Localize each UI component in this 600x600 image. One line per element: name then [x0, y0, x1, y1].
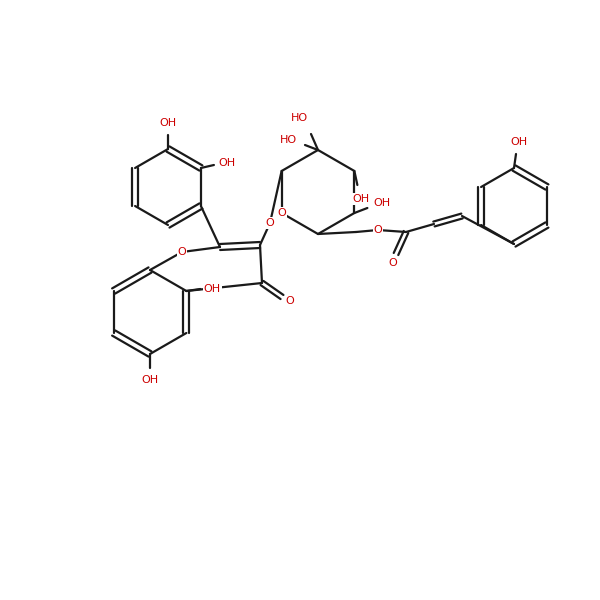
Text: O: O	[286, 296, 295, 306]
Text: OH: OH	[160, 118, 176, 128]
Text: HO: HO	[280, 135, 296, 145]
Text: OH: OH	[218, 158, 235, 168]
Text: OH: OH	[142, 375, 158, 385]
Text: O: O	[389, 258, 397, 268]
Text: OH: OH	[374, 198, 391, 208]
Text: HO: HO	[290, 113, 308, 123]
Text: O: O	[178, 247, 187, 257]
Text: O: O	[374, 225, 382, 235]
Text: OH: OH	[511, 137, 527, 147]
Text: OH: OH	[204, 284, 221, 294]
Text: OH: OH	[353, 194, 370, 204]
Text: O: O	[266, 218, 274, 228]
Text: O: O	[277, 208, 286, 218]
